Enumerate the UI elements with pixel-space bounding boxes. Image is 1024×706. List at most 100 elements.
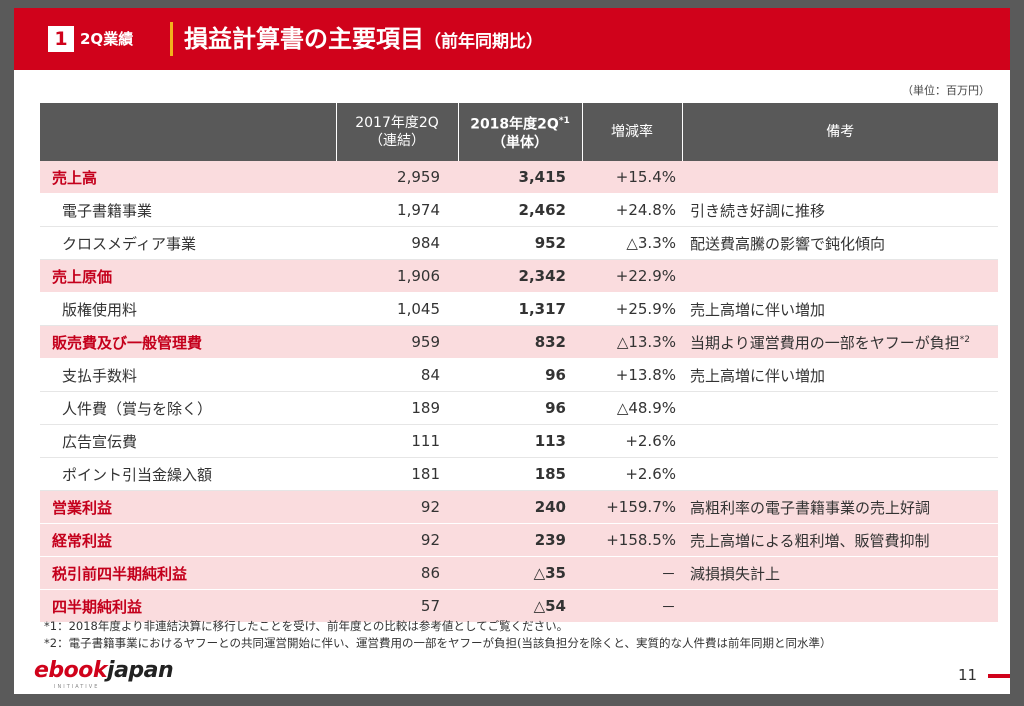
table-row: クロスメディア事業 984 952 △3.3% 配送費高騰の影響で鈍化傾向 <box>40 226 998 260</box>
row-change: +2.6% <box>582 457 682 491</box>
row-value-2017-text: 2,959 <box>397 168 440 186</box>
row-note <box>682 424 998 458</box>
row-item-text: ポイント引当金繰入額 <box>62 465 213 484</box>
row-change: +2.6% <box>582 424 682 458</box>
row-value-2017-text: 959 <box>411 333 440 351</box>
row-item: 版権使用料 <box>40 292 336 326</box>
header-2018-footnote-mark: *1 <box>558 116 570 127</box>
logo-part-japan: japan <box>107 658 174 683</box>
row-item: 支払手数料 <box>40 358 336 392</box>
row-value-2017: 959 <box>336 325 458 359</box>
row-value-2017: 86 <box>336 556 458 590</box>
row-value-2018: 2,342 <box>458 259 582 293</box>
row-note-text: 当期より運営費用の一部をヤフーが負担 <box>690 333 960 352</box>
row-value-2017-text: 92 <box>420 531 440 549</box>
logo-part-ebook: ebook <box>34 658 108 683</box>
row-value-2017: 1,974 <box>336 193 458 227</box>
table-row: 支払手数料 84 96 +13.8% 売上高増に伴い増加 <box>40 358 998 392</box>
row-value-2018-text: 832 <box>534 333 566 351</box>
row-value-2017: 92 <box>336 490 458 524</box>
row-value-2017: 984 <box>336 226 458 260</box>
row-value-2018-text: 3,415 <box>518 168 566 186</box>
row-item-text: 版権使用料 <box>62 300 138 319</box>
logo-subtext: INITIATIVE <box>54 684 100 690</box>
row-item-text: クロスメディア事業 <box>62 234 196 253</box>
title-divider <box>170 22 173 56</box>
header-item <box>40 103 336 161</box>
page-title-main: 損益計算書の主要項目 <box>184 25 424 53</box>
row-item-text: 電子書籍事業 <box>62 201 153 220</box>
row-item: 四半期純利益 <box>40 589 336 623</box>
row-value-2017-text: 1,906 <box>397 267 440 285</box>
row-item-text: 経常利益 <box>52 531 113 550</box>
row-value-2018-text: 1,317 <box>518 300 566 318</box>
row-item-text: 販売費及び一般管理費 <box>52 333 203 352</box>
row-change: △48.9% <box>582 391 682 425</box>
row-change: +13.8% <box>582 358 682 392</box>
row-note: 高粗利率の電子書籍事業の売上好調 <box>682 490 998 524</box>
row-note <box>682 259 998 293</box>
row-value-2017-text: 86 <box>420 564 440 582</box>
row-item: 税引前四半期純利益 <box>40 556 336 590</box>
row-change-text: +2.6% <box>625 432 676 450</box>
row-change: +158.5% <box>582 523 682 557</box>
section-number: 1 <box>48 26 74 52</box>
row-item-text: 売上原価 <box>52 267 113 286</box>
slide: 1 2Q業績 損益計算書の主要項目（前年同期比） （単位：百万円） 2017年度… <box>14 8 1010 694</box>
table-row: 版権使用料 1,045 1,317 +25.9% 売上高増に伴い増加 <box>40 292 998 326</box>
table-row: 税引前四半期純利益 86 △35 － 減損損失計上 <box>40 556 998 590</box>
header-2017: 2017年度2Q （連結） <box>335 103 458 161</box>
row-value-2017: 1,906 <box>336 259 458 293</box>
page-title: 損益計算書の主要項目（前年同期比） <box>184 22 543 59</box>
table-row: 広告宣伝費 111 113 +2.6% <box>40 424 998 458</box>
table-row: 経常利益 92 239 +158.5% 売上高増による粗利増、販管費抑制 <box>40 523 998 557</box>
row-item: 経常利益 <box>40 523 336 557</box>
row-change-text: +13.8% <box>615 366 676 384</box>
row-value-2017: 1,045 <box>336 292 458 326</box>
row-value-2017: 57 <box>336 589 458 623</box>
table-row: 販売費及び一般管理費 959 832 △13.3% 当期より運営費用の一部をヤフーが負担… <box>40 325 998 359</box>
row-note <box>682 161 998 194</box>
row-note-text: 配送費高騰の影響で鈍化傾向 <box>690 234 886 253</box>
row-note-footnote-mark: *2 <box>959 334 970 345</box>
row-note: 減損損失計上 <box>682 556 998 590</box>
row-change-text: +25.9% <box>615 300 676 318</box>
table-row: ポイント引当金繰入額 181 185 +2.6% <box>40 457 998 491</box>
row-item-text: 税引前四半期純利益 <box>52 564 188 583</box>
table-row: 電子書籍事業 1,974 2,462 +24.8% 引き続き好調に推移 <box>40 193 998 227</box>
table-header-row: 2017年度2Q （連結） 2018年度2Q*1 （単体） 増減率 備考 <box>40 103 998 161</box>
table-row: 人件費（賞与を除く） 189 96 △48.9% <box>40 391 998 425</box>
row-value-2018-text: 113 <box>534 432 566 450</box>
row-value-2017-text: 181 <box>411 465 440 483</box>
row-value-2018-text: 240 <box>534 498 566 516</box>
unit-label: （単位：百万円） <box>902 84 990 97</box>
ebookjapan-logo: ebookjapan <box>34 658 174 683</box>
header-note: 備考 <box>681 103 998 161</box>
row-item: クロスメディア事業 <box>40 226 336 260</box>
row-value-2018-text: 96 <box>545 366 566 384</box>
row-value-2018-text: △54 <box>533 597 566 615</box>
row-value-2018-text: 239 <box>534 531 566 549</box>
row-note: 売上高増による粗利増、販管費抑制 <box>682 523 998 557</box>
row-change-text: +22.9% <box>615 267 676 285</box>
section-label: 2Q業績 <box>80 30 134 48</box>
row-value-2017-text: 189 <box>411 399 440 417</box>
header-2017-line1: 2017年度2Q <box>355 115 439 131</box>
table-body: 売上高 2,959 3,415 +15.4% 電子書籍事業 1,974 2,462 +24.8… <box>40 161 998 623</box>
row-value-2018-text: 2,462 <box>518 201 566 219</box>
row-value-2018: 2,462 <box>458 193 582 227</box>
row-note-text: 売上高増による粗利増、販管費抑制 <box>690 531 930 550</box>
row-item-text: 広告宣伝費 <box>62 432 138 451</box>
table-row: 営業利益 92 240 +159.7% 高粗利率の電子書籍事業の売上好調 <box>40 490 998 524</box>
row-value-2018-text: 96 <box>545 399 566 417</box>
row-change: +159.7% <box>582 490 682 524</box>
header-2018: 2018年度2Q*1 （単体） <box>457 103 582 161</box>
row-value-2018: 96 <box>458 391 582 425</box>
table-row: 四半期純利益 57 △54 － <box>40 589 998 623</box>
row-change: － <box>582 589 682 623</box>
header-2018-line1: 2018年度2Q <box>470 116 559 133</box>
page-number-mark <box>988 674 1010 678</box>
row-note <box>682 589 998 623</box>
row-value-2017-text: 84 <box>420 366 440 384</box>
row-change-text: +15.4% <box>615 168 676 186</box>
